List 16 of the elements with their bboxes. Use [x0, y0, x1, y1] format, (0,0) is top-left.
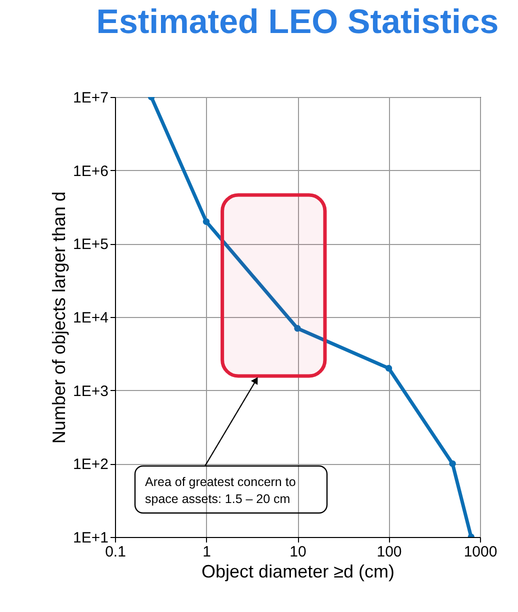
x-tick-label: 0.1	[105, 544, 126, 560]
y-tick-label: 1E+3	[73, 382, 108, 400]
y-tick-label: 1E+1	[73, 530, 108, 546]
x-tick-label: 100	[376, 544, 402, 560]
x-tick-label: 10	[290, 544, 306, 560]
y-tick-label: 1E+6	[73, 162, 108, 180]
y-tick-label: 1E+5	[73, 236, 108, 254]
band-label: Area of greatest concern to space assets: 1.5 – 20 cm	[145, 475, 296, 506]
chart-title: Estimated LEO Statistics	[96, 3, 499, 41]
y-tick-label: 1E+7	[73, 90, 108, 106]
y-axis-title: Number of objects larger than d	[49, 191, 70, 444]
y-tick-label: 1E+2	[73, 456, 108, 474]
x-tick-label: 1000	[464, 544, 498, 560]
x-tick-label: 1	[202, 544, 211, 560]
y-tick-label: 1E+4	[73, 310, 108, 326]
x-axis-title: Object diameter ≥d (cm)	[202, 562, 394, 582]
